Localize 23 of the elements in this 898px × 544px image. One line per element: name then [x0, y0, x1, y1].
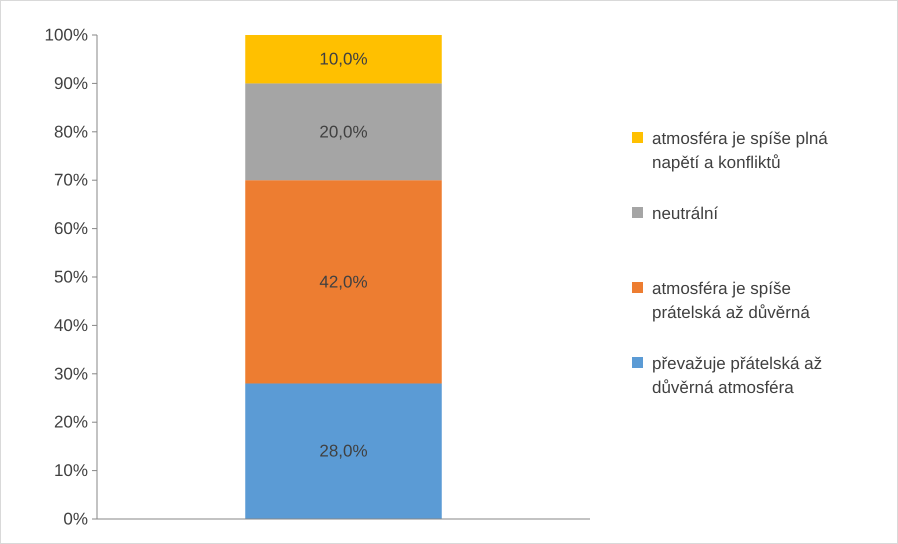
legend-label: převažuje přátelská až důvěrná atmosféra — [652, 354, 822, 396]
data-label: 28,0% — [319, 442, 368, 461]
y-tick-label: 80% — [54, 122, 88, 142]
bar — [245, 35, 442, 84]
y-tick-label: 10% — [54, 461, 88, 480]
y-tick-label: 0% — [63, 510, 88, 528]
bar — [245, 383, 442, 519]
y-tick-label: 30% — [54, 364, 88, 384]
y-tick-label: 60% — [54, 219, 88, 238]
y-tick-label: 40% — [54, 316, 88, 335]
bar — [245, 83, 442, 180]
y-tick-label: 90% — [54, 74, 88, 93]
y-tick-label: 20% — [54, 412, 88, 432]
bar — [245, 180, 442, 384]
data-label: 42,0% — [319, 272, 368, 292]
y-tick-label: 100% — [44, 26, 88, 44]
legend-label: neutrální — [652, 204, 718, 222]
y-tick-label: 50% — [54, 268, 88, 286]
legend-label: atmosféra je spíše prátelská až důvěrná — [652, 278, 810, 322]
legend-label: atmosféra je spíše plná napětí a konfliktů — [652, 128, 828, 172]
y-tick-label: 70% — [54, 170, 88, 190]
data-label: 10,0% — [319, 50, 368, 69]
data-label: 20,0% — [319, 122, 368, 142]
